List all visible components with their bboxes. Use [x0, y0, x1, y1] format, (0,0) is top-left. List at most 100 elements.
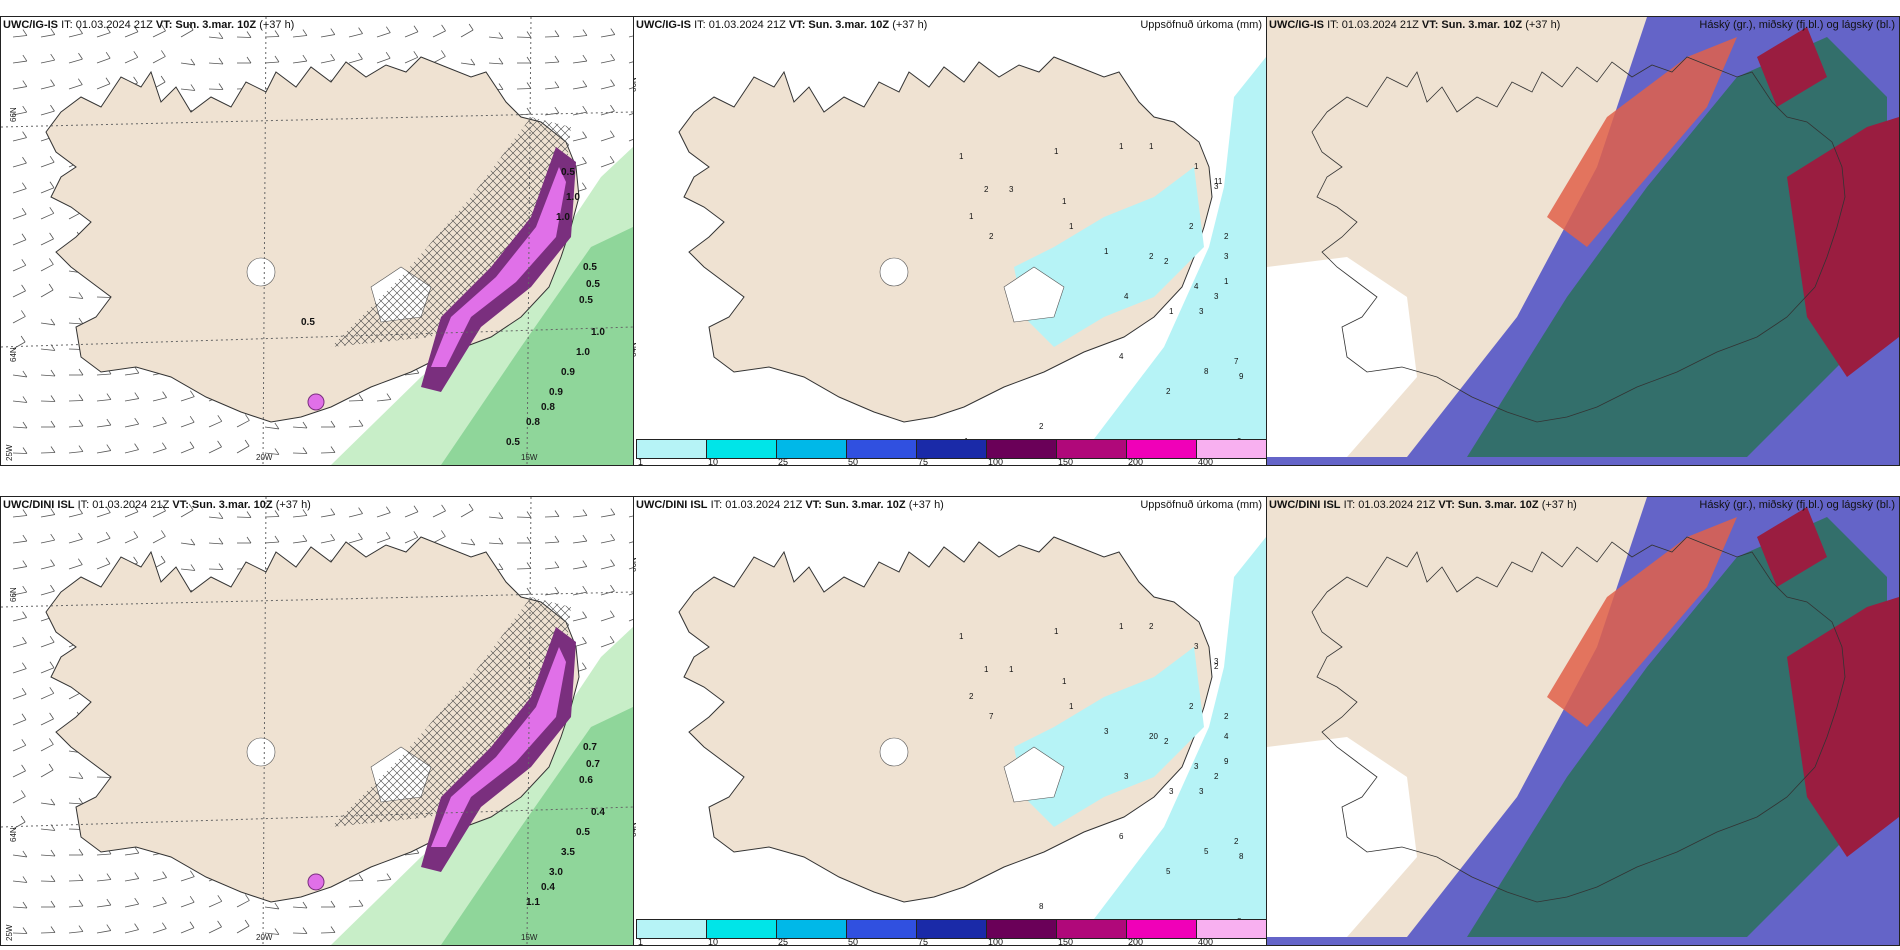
data-value-label: 1	[1119, 622, 1124, 631]
colorbar-segment	[917, 920, 987, 938]
clear-sea	[1267, 737, 1417, 937]
data-value-label: 3	[1104, 727, 1109, 736]
axis-label: 64N	[9, 827, 18, 842]
data-value-label: 1	[1054, 147, 1059, 156]
data-value-label: 2	[1234, 837, 1239, 846]
colorbar-tick-label: 400	[1198, 457, 1214, 466]
init-time: IT: 01.03.2024 21Z	[710, 499, 803, 511]
data-value-label: 4	[1224, 732, 1229, 741]
data-value-label: 2	[1164, 257, 1169, 266]
colorbar-segment	[637, 440, 707, 458]
axis-label: 64N	[633, 342, 638, 357]
colorbar-tick-label: 100	[988, 937, 1004, 946]
data-value-label: 2	[989, 232, 994, 241]
data-value-label: 0.5	[583, 262, 597, 273]
data-value-label: 20	[1149, 732, 1158, 741]
colorbar-segment	[987, 440, 1057, 458]
valid-time: Sun. 3.mar. 10Z	[1457, 499, 1539, 511]
colorbar-segment	[847, 920, 917, 938]
colorbar-labels: 1 10 25 50 75 100 150 200 400	[636, 457, 1266, 466]
data-value-label: 3	[1194, 762, 1199, 771]
data-value-label: 3	[1214, 292, 1219, 301]
data-value-label: 2	[1164, 737, 1169, 746]
axis-label: 66N	[9, 107, 18, 122]
data-value-label: 0.8	[541, 402, 555, 413]
colorbar-segment	[1057, 920, 1127, 938]
data-value-label: 1.1	[526, 897, 540, 908]
valid-time: Sun. 3.mar. 10Z	[1441, 19, 1523, 31]
data-value-label: 3	[1199, 787, 1204, 796]
map-canvas	[1267, 497, 1899, 945]
precip-purple-light	[431, 647, 566, 847]
data-value-label: 1.0	[566, 192, 580, 203]
axis-label: 15W	[521, 453, 538, 462]
data-value-label: 11	[1214, 177, 1223, 186]
model-name: UWC/IG-IS	[636, 19, 691, 31]
high-cloud-layer	[1467, 517, 1887, 937]
iceland-coastline	[1311, 536, 1846, 903]
map-canvas	[678, 56, 1266, 439]
data-value-label: 2	[1039, 422, 1044, 431]
data-value-label: 0.4	[591, 807, 605, 818]
precip-purple-spot	[307, 873, 325, 891]
model-name: UWC/DINI ISL	[1269, 499, 1341, 511]
axis-label: 20W	[256, 933, 273, 942]
data-value-label: 1	[1194, 162, 1199, 171]
panel-header: UWC/DINI ISL IT: 01.03.2024 21Z VT: Sun.…	[636, 499, 944, 511]
valid-label: VT:	[1438, 499, 1455, 511]
wind-precip-panel: UWC/IG-IS IT: 01.03.2024 21Z VT: Sun. 3.…	[0, 16, 634, 466]
data-value-label: 0.5	[576, 827, 590, 838]
colorbar-segment	[637, 920, 707, 938]
accumulated-precip-panel: UWC/DINI ISL IT: 01.03.2024 21Z VT: Sun.…	[633, 496, 1267, 946]
data-value-label: 9	[1239, 372, 1244, 381]
axis-label: 20W	[256, 453, 273, 462]
lead-time: (+37 h)	[275, 499, 311, 511]
colorbar-segment	[917, 440, 987, 458]
data-value-label: 0.9	[549, 387, 563, 398]
data-value-label: 0.5	[586, 279, 600, 290]
data-value-label: 2	[1149, 252, 1154, 261]
colorbar-tick-label: 25	[778, 937, 789, 946]
data-value-label: 2	[1189, 702, 1194, 711]
precip-band-mid	[441, 227, 633, 465]
colorbar-tick-label: 200	[1128, 937, 1144, 946]
model-name: UWC/IG-IS	[3, 19, 58, 31]
data-value-label: 4	[1119, 352, 1124, 361]
data-value-label: 1	[1104, 247, 1109, 256]
precip-colorbar	[636, 439, 1266, 459]
axis-label: 25W	[5, 444, 14, 461]
valid-label: VT:	[1421, 19, 1439, 31]
data-value-label: 0.9	[561, 367, 575, 378]
data-value-label: 3	[1124, 772, 1129, 781]
init-time: IT: 01.03.2024 21Z	[61, 19, 153, 31]
mid-cloud-dense	[1787, 597, 1899, 857]
data-value-label: 2	[1166, 387, 1171, 396]
data-value-label: 1	[1009, 665, 1014, 674]
axis-label: 25W	[5, 924, 14, 941]
data-value-label: 0.8	[526, 417, 540, 428]
mid-cloud-dense	[1787, 117, 1899, 377]
data-value-label: 2	[1149, 622, 1154, 631]
axis-label: 66N	[9, 587, 18, 602]
data-value-label: 2	[969, 692, 974, 701]
panel-variable-title: Háský (gr.), miðský (fj.bl.) og lágský (…	[1699, 499, 1895, 511]
panel-header: UWC/DINI ISL IT: 01.03.2024 21Z VT: Sun.…	[1269, 499, 1577, 511]
lead-time: (+37 h)	[892, 19, 928, 31]
iceland-coastline	[1311, 56, 1846, 423]
valid-time: Sun. 3.mar. 10Z	[824, 499, 906, 511]
init-time: IT: 01.03.2024 21Z	[694, 19, 786, 31]
hatched-region	[331, 117, 571, 347]
data-value-label: 5	[1166, 867, 1171, 876]
cloud-cover-panel: UWC/DINI ISL IT: 01.03.2024 21Z VT: Sun.…	[1266, 496, 1900, 946]
colorbar-segment	[1127, 920, 1197, 938]
data-value-label: 2	[1214, 662, 1219, 671]
glacier-patch	[1003, 746, 1065, 803]
map-canvas	[1, 497, 633, 945]
panel-header: UWC/DINI ISL IT: 01.03.2024 21Z VT: Sun.…	[3, 499, 311, 511]
valid-time: Sun. 3.mar. 10Z	[808, 19, 890, 31]
colorbar-tick-label: 75	[918, 457, 929, 466]
precip-sea-area	[1094, 57, 1266, 439]
colorbar-segment	[707, 920, 777, 938]
init-time: IT: 01.03.2024 21Z	[1343, 499, 1436, 511]
data-value-label: 2	[1214, 772, 1219, 781]
